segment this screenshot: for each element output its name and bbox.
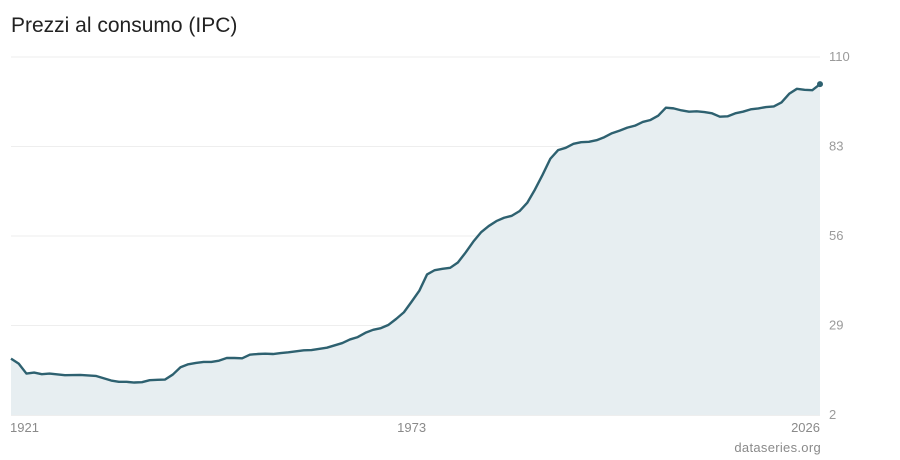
area-fill: [11, 84, 820, 416]
y-tick-label: 29: [829, 318, 843, 333]
x-tick-label: 1921: [10, 420, 39, 435]
x-tick-labels: 1921 1973 2026: [10, 420, 820, 435]
y-tick-label: 110: [829, 49, 850, 64]
source-label: dataseries.org: [734, 440, 821, 455]
series-line: [10, 83, 821, 384]
y-tick-label: 56: [829, 228, 843, 243]
x-tick-label: 2026: [791, 420, 820, 435]
y-tick-label: 2: [829, 407, 836, 422]
x-tick-label: 1973: [397, 420, 426, 435]
last-point-marker: [817, 81, 823, 88]
y-tick-labels: 110 83 56 29 2: [829, 49, 850, 422]
y-tick-label: 83: [829, 139, 843, 154]
chart-title: Prezzi al consumo (IPC): [11, 14, 238, 37]
